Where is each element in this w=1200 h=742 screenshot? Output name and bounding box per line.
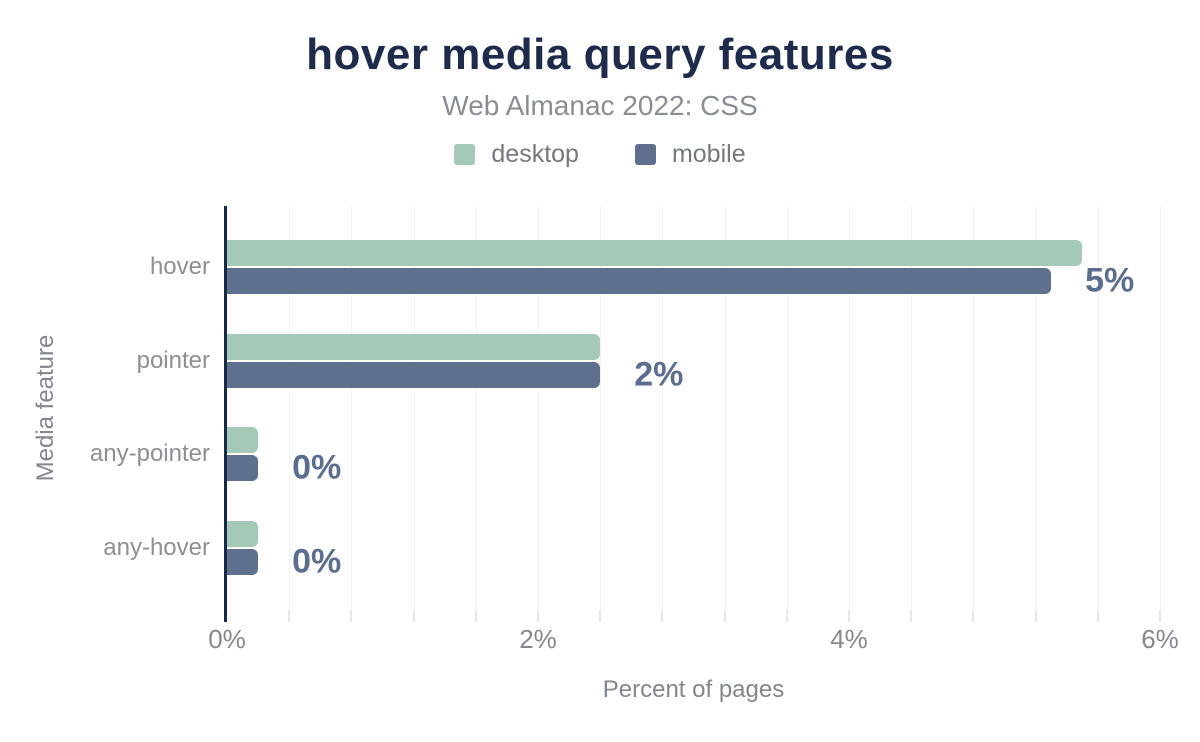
gridline xyxy=(351,206,353,610)
category-label: pointer xyxy=(136,347,210,374)
legend-item-mobile: mobile xyxy=(634,140,746,169)
category-label: any-pointer xyxy=(89,440,210,467)
value-label: 5% xyxy=(1085,261,1135,300)
value-label: 0% xyxy=(292,542,342,581)
bar-mobile-pointer xyxy=(227,362,601,388)
x-tick-label: 6% xyxy=(1141,624,1179,654)
axis-tick xyxy=(350,610,353,622)
x-tick-label: 2% xyxy=(519,624,557,654)
axis-tick xyxy=(474,610,477,622)
x-tick-label: 4% xyxy=(830,624,868,654)
axis-tick xyxy=(848,610,850,622)
axis-tick xyxy=(723,610,726,622)
gridline xyxy=(973,206,975,610)
x-axis-title: Percent of pages xyxy=(602,676,785,703)
axis-tick xyxy=(785,610,788,622)
gridline xyxy=(1097,206,1099,610)
bar-mobile-any-pointer xyxy=(227,455,259,481)
gridline xyxy=(849,206,850,610)
axis-tick xyxy=(412,610,415,622)
plot-area: hover 5% pointer 2% any-pointer 0% any-hover 0%… xyxy=(90,206,1179,654)
axis-tick xyxy=(972,610,975,622)
gridline xyxy=(1035,206,1037,610)
chart-title: hover media query features xyxy=(306,30,894,79)
legend-item-desktop: desktop xyxy=(454,140,579,169)
gridline xyxy=(538,206,539,610)
legend: desktop mobile xyxy=(0,140,1200,169)
bar-desktop-any-hover xyxy=(227,521,259,547)
bar-desktop-pointer xyxy=(227,334,601,360)
axis-tick xyxy=(288,610,291,622)
category-label: any-hover xyxy=(103,534,210,561)
gridline xyxy=(413,206,415,610)
axis-tick xyxy=(537,610,539,622)
gridline xyxy=(289,206,291,610)
gridline xyxy=(786,206,788,610)
chart-subtitle: Web Almanac 2022: CSS xyxy=(442,90,758,121)
bar-desktop-any-pointer xyxy=(227,427,259,453)
x-tick-label: 0% xyxy=(208,624,246,654)
y-axis-line xyxy=(224,206,227,622)
bar-mobile-any-hover xyxy=(227,549,259,575)
axis-tick xyxy=(661,610,664,622)
gridline xyxy=(724,206,726,610)
legend-label: mobile xyxy=(671,140,746,168)
bar-desktop-hover xyxy=(227,240,1083,266)
legend-label: desktop xyxy=(491,140,579,168)
value-label: 0% xyxy=(292,448,342,487)
gridline xyxy=(662,206,664,610)
legend-swatch-desktop xyxy=(454,144,476,165)
axis-tick xyxy=(910,610,913,622)
legend-swatch-mobile xyxy=(634,144,656,165)
bar-mobile-hover xyxy=(227,268,1052,294)
value-label: 2% xyxy=(634,355,684,394)
category-label: hover xyxy=(149,253,210,280)
axis-tick xyxy=(1096,610,1099,622)
gridline xyxy=(475,206,477,610)
gridline xyxy=(1160,206,1161,610)
axis-tick xyxy=(599,610,602,622)
axis-tick xyxy=(1034,610,1037,622)
axis-tick xyxy=(1159,610,1161,622)
gridline xyxy=(600,206,602,610)
gridline xyxy=(911,206,913,610)
